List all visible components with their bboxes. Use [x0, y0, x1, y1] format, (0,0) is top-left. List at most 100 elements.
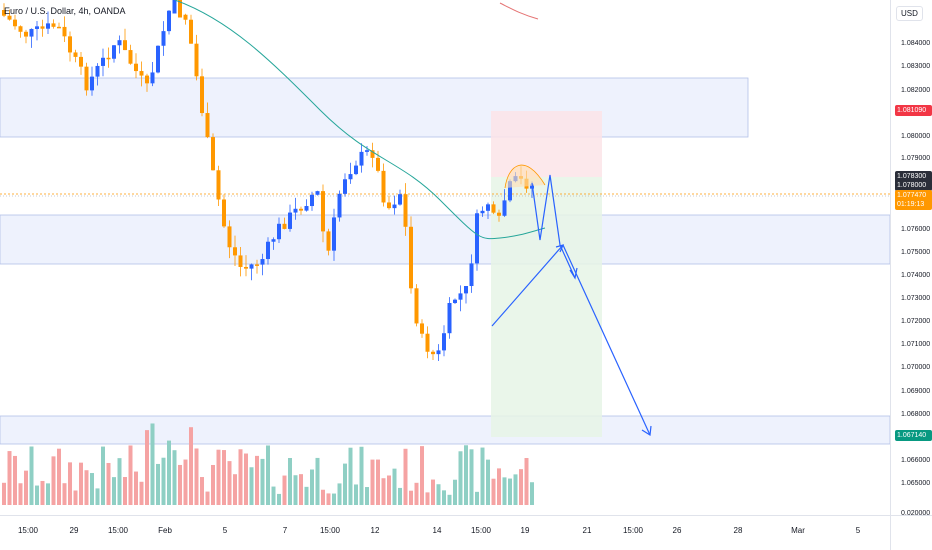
take-profit-area[interactable]: [491, 177, 602, 437]
candle-body[interactable]: [310, 194, 314, 207]
time-scale[interactable]: 15:00 29 15:00 Feb 5 7 15:00 12 14 15:00…: [0, 515, 890, 550]
candle-body[interactable]: [227, 226, 232, 248]
candle-body[interactable]: [233, 247, 237, 256]
candle-body[interactable]: [216, 170, 221, 200]
candle-body[interactable]: [178, 0, 182, 18]
candle-body[interactable]: [117, 40, 122, 46]
candle-body[interactable]: [332, 217, 336, 251]
candle-body[interactable]: [200, 76, 204, 114]
candle-body[interactable]: [299, 208, 303, 211]
candle-body[interactable]: [7, 15, 12, 20]
candle-body[interactable]: [359, 151, 364, 166]
candle-body[interactable]: [453, 299, 457, 304]
candle-body[interactable]: [167, 10, 171, 32]
candle-body[interactable]: [189, 19, 193, 44]
candle-body[interactable]: [40, 26, 45, 29]
candle-body[interactable]: [46, 23, 50, 29]
candle-body[interactable]: [161, 31, 166, 46]
candle-body[interactable]: [134, 63, 138, 72]
candle-body[interactable]: [365, 150, 369, 152]
candle-body[interactable]: [2, 10, 6, 16]
candle-body[interactable]: [293, 208, 298, 213]
candle-body[interactable]: [464, 286, 468, 294]
candle-body[interactable]: [84, 66, 89, 91]
candle-body[interactable]: [315, 191, 320, 195]
candle-body[interactable]: [288, 212, 292, 229]
target-zone[interactable]: [0, 415, 890, 445]
candle-body[interactable]: [62, 26, 67, 37]
price-chart[interactable]: [0, 0, 890, 515]
candle-body[interactable]: [271, 239, 276, 242]
candle-body[interactable]: [304, 206, 309, 211]
candle-body[interactable]: [282, 223, 287, 229]
candle-body[interactable]: [106, 57, 111, 60]
candle-body[interactable]: [73, 52, 78, 57]
candle-body[interactable]: [211, 137, 215, 171]
candle-body[interactable]: [354, 165, 358, 175]
candle-body[interactable]: [266, 241, 270, 260]
candle-body[interactable]: [145, 75, 149, 84]
candle-body[interactable]: [326, 231, 331, 251]
candle-body[interactable]: [425, 333, 430, 352]
candle-body[interactable]: [486, 204, 490, 211]
candle-body[interactable]: [321, 191, 325, 232]
candle-body[interactable]: [29, 28, 34, 37]
candle-body[interactable]: [249, 264, 254, 269]
candle-body[interactable]: [469, 263, 474, 287]
candle-body[interactable]: [112, 45, 116, 59]
candle-body[interactable]: [51, 23, 56, 27]
candle-body[interactable]: [244, 266, 248, 269]
candle-body[interactable]: [24, 31, 28, 37]
candle-body[interactable]: [101, 57, 105, 66]
candle-body[interactable]: [376, 157, 380, 171]
candle-body[interactable]: [18, 26, 23, 32]
candle-body[interactable]: [13, 19, 17, 27]
candle-body[interactable]: [139, 71, 144, 76]
projection-arrows[interactable]: [491, 174, 652, 437]
candle-body[interactable]: [205, 113, 210, 138]
currency-selector[interactable]: USD: [896, 6, 923, 21]
candle-body[interactable]: [343, 179, 347, 194]
candle-body[interactable]: [90, 76, 94, 91]
candle-body[interactable]: [156, 45, 160, 73]
candle-body[interactable]: [238, 255, 243, 267]
candle-body[interactable]: [128, 50, 133, 64]
candle-body[interactable]: [458, 293, 463, 300]
candle-body[interactable]: [497, 212, 501, 216]
support-zone[interactable]: [0, 214, 890, 265]
candle-body[interactable]: [370, 150, 375, 158]
candle-body[interactable]: [491, 204, 496, 213]
candle-body[interactable]: [431, 351, 435, 355]
candle-body[interactable]: [348, 174, 353, 180]
price-scale[interactable]: 1.084000 1.083000 1.082000 1.080000 1.07…: [890, 0, 932, 517]
candle-body[interactable]: [403, 194, 408, 227]
candle-body[interactable]: [172, 0, 177, 14]
candle-body[interactable]: [183, 14, 188, 20]
chart-area[interactable]: Euro / U.S. Dollar, 4h, OANDA: [0, 0, 890, 515]
scale-corner[interactable]: [890, 515, 932, 550]
candle-body[interactable]: [68, 36, 72, 53]
candle-body[interactable]: [337, 193, 342, 218]
candle-body[interactable]: [398, 194, 402, 205]
candle-body[interactable]: [277, 223, 281, 240]
candle-body[interactable]: [502, 200, 507, 216]
highlight-arc[interactable]: [504, 164, 546, 189]
candle-body[interactable]: [414, 288, 419, 324]
symbol-title[interactable]: Euro / U.S. Dollar, 4h, OANDA: [4, 6, 126, 16]
candle-body[interactable]: [442, 333, 446, 351]
candle-body[interactable]: [475, 213, 479, 264]
candle-body[interactable]: [222, 199, 226, 227]
candle-body[interactable]: [35, 26, 39, 29]
candle-body[interactable]: [409, 226, 413, 289]
candle-body[interactable]: [194, 43, 199, 77]
candle-body[interactable]: [436, 350, 441, 355]
candle-body[interactable]: [255, 264, 259, 266]
candle-body[interactable]: [381, 170, 386, 203]
stop-loss-area[interactable]: [491, 111, 602, 177]
candle-body[interactable]: [392, 204, 397, 209]
candle-body[interactable]: [150, 72, 155, 84]
candle-body[interactable]: [420, 323, 424, 334]
candle-body[interactable]: [447, 303, 452, 334]
candle-body[interactable]: [260, 259, 265, 265]
candle-body[interactable]: [79, 56, 83, 67]
